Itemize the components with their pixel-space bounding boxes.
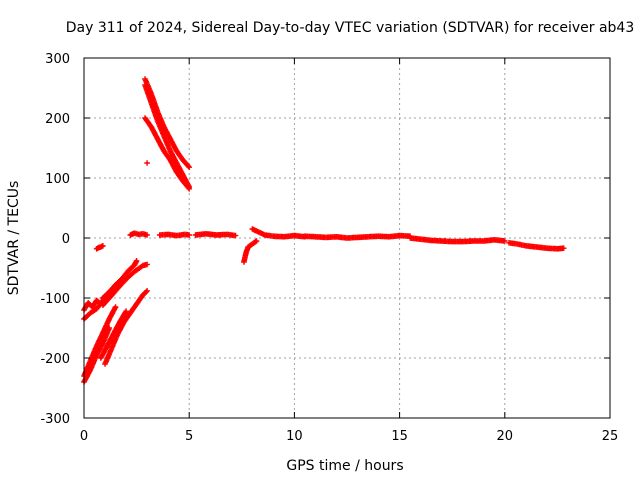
sat-track-14 xyxy=(144,160,150,166)
x-tick-label: 0 xyxy=(80,429,88,444)
x-tick-label: 5 xyxy=(185,429,193,444)
data-points xyxy=(81,76,567,385)
y-tick-label: 100 xyxy=(45,172,70,187)
tick-labels: 0 5 10 15 20 25 -300 -200 -100 0 100 200 300 xyxy=(40,52,618,444)
data-point xyxy=(185,163,192,169)
data-point xyxy=(253,238,260,244)
data-point xyxy=(185,184,192,191)
y-tick-label: 200 xyxy=(45,112,70,127)
data-point xyxy=(112,304,119,310)
sat-track-20 xyxy=(407,235,508,245)
data-point xyxy=(123,308,129,314)
data-point xyxy=(502,238,508,244)
y-tick-label: 300 xyxy=(45,52,70,67)
sat-track-04 xyxy=(100,258,140,301)
sat-track-10 xyxy=(127,230,150,238)
sat-track-06 xyxy=(81,304,119,379)
sat-track-16 xyxy=(192,231,239,239)
data-point xyxy=(100,243,106,249)
x-tick-label: 15 xyxy=(391,429,408,444)
sat-track-19 xyxy=(302,232,413,241)
data-point xyxy=(252,238,259,245)
data-point xyxy=(144,288,150,294)
data-point xyxy=(186,232,192,238)
chart-title: Day 311 of 2024, Sidereal Day-to-day VTE… xyxy=(66,20,635,36)
sat-track-17 xyxy=(241,238,260,265)
x-axis-label: GPS time / hours xyxy=(286,458,403,474)
sat-track-07 xyxy=(81,325,112,385)
y-axis-label: SDTVAR / TECUs xyxy=(6,181,22,296)
data-point xyxy=(144,261,150,268)
sat-track-13 xyxy=(142,115,192,192)
x-tick-label: 20 xyxy=(497,429,514,444)
y-tick-label: -100 xyxy=(40,292,70,307)
sat-track-03 xyxy=(93,243,106,252)
y-tick-label: -200 xyxy=(40,352,70,367)
data-point xyxy=(232,232,239,239)
sat-track-18 xyxy=(249,226,308,240)
sat-track-05 xyxy=(100,261,150,308)
y-tick-label: -300 xyxy=(40,412,70,427)
data-point xyxy=(186,164,192,170)
data-point xyxy=(186,186,192,192)
data-point xyxy=(106,325,112,331)
sat-track-21 xyxy=(506,240,567,252)
data-point xyxy=(143,289,149,295)
sat-track-09 xyxy=(98,308,129,361)
data-point xyxy=(133,258,140,264)
x-tick-label: 10 xyxy=(286,429,303,444)
x-tick-label: 25 xyxy=(602,429,619,444)
sat-track-15 xyxy=(156,231,192,239)
axis-ticks xyxy=(83,57,611,419)
data-point xyxy=(144,232,150,238)
data-point xyxy=(144,160,150,166)
data-point xyxy=(560,245,567,251)
y-tick-label: 0 xyxy=(62,232,70,247)
